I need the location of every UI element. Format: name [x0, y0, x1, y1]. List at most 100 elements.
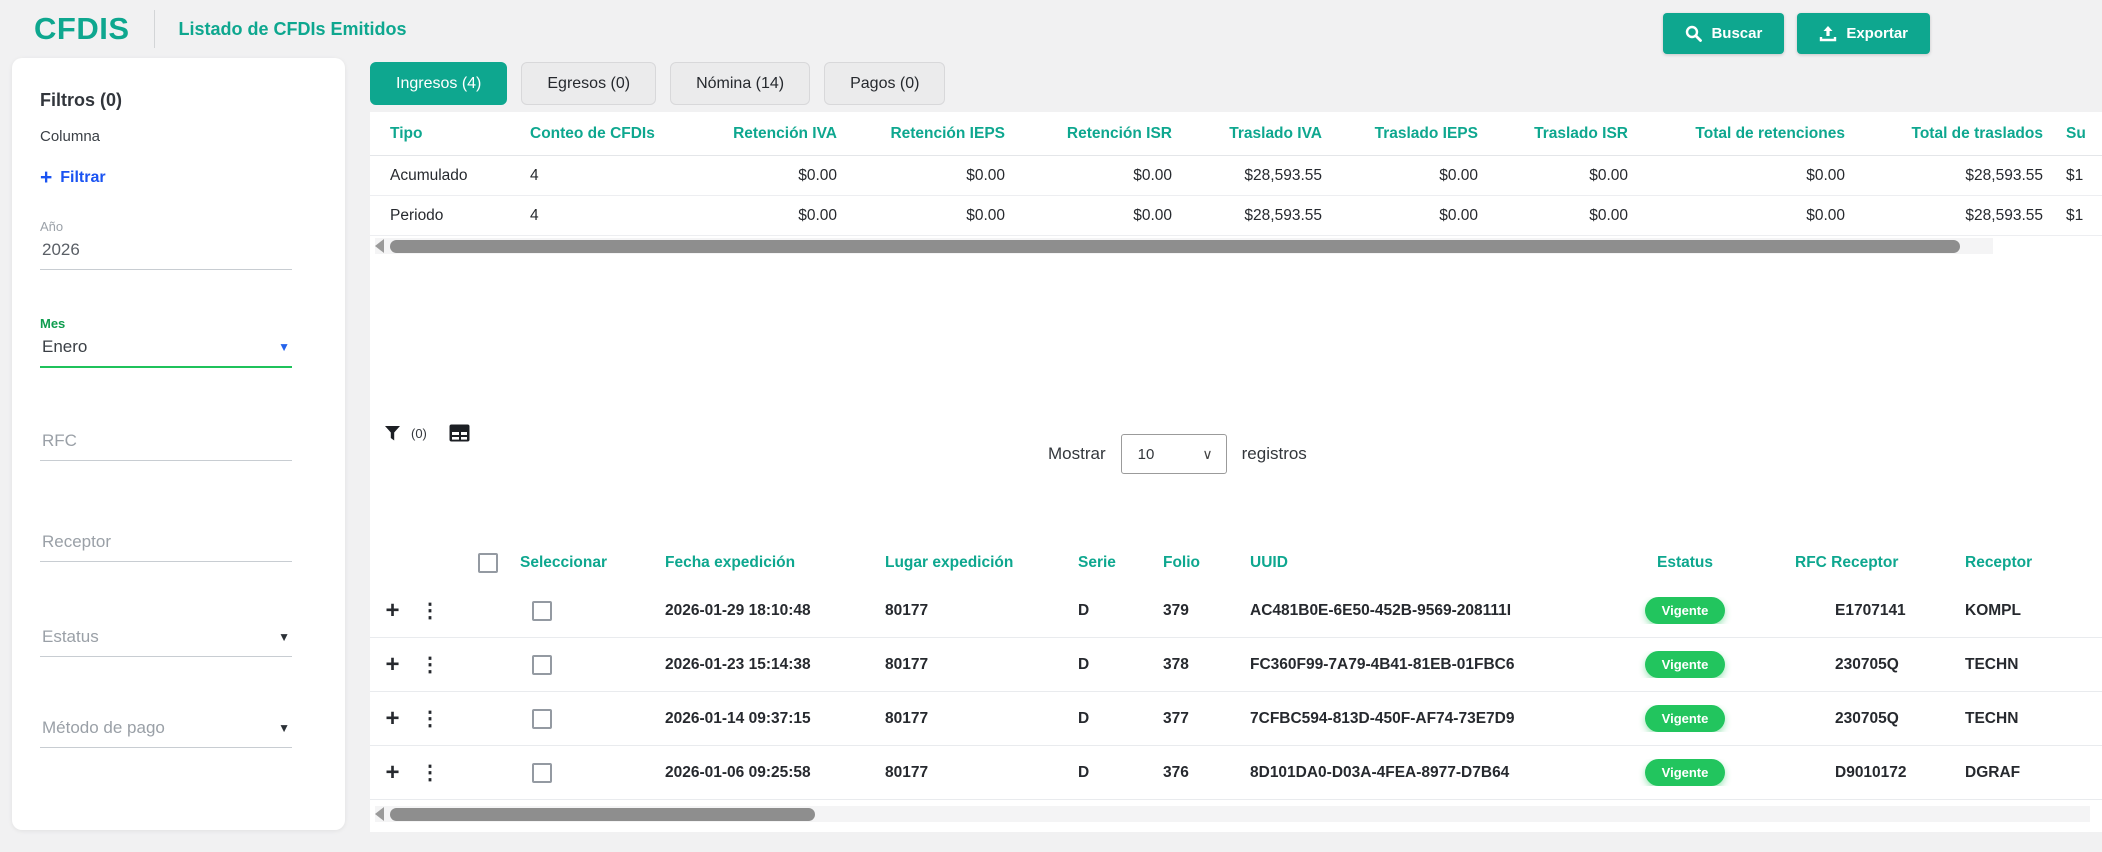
document-type-tabs: Ingresos (4) Egresos (0) Nómina (14) Pag… [370, 62, 946, 105]
row-checkbox[interactable] [532, 708, 552, 729]
expand-row-icon[interactable]: + [385, 654, 400, 675]
status-badge: Vigente [1644, 651, 1726, 678]
summary-col-total-ret: Total de retenciones [1695, 124, 1845, 142]
scroll-left-arrow-icon[interactable] [375, 239, 384, 253]
page-size-select[interactable]: 10 ∨ [1120, 434, 1227, 474]
caret-down-icon[interactable]: ▼ [278, 630, 290, 644]
anio-value[interactable]: 2026 [42, 240, 80, 259]
cell-folio: 376 [1163, 763, 1189, 781]
cell-folio: 378 [1163, 655, 1189, 673]
cell-serie: D [1078, 763, 1090, 781]
caret-down-icon[interactable]: ▼ [278, 721, 290, 735]
summary-horizontal-scrollbar[interactable] [375, 238, 1993, 254]
estatus-field[interactable]: Estatus ▼ [40, 624, 292, 657]
cell-receptor: DGRAF [1965, 763, 2021, 781]
filtrar-label: Filtrar [60, 169, 106, 186]
table-tools: (0) [384, 424, 470, 442]
cell-uuid: 7CFBC594-813D-450F-AF74-73E7D9 [1250, 709, 1515, 727]
estatus-select[interactable]: Estatus [42, 627, 99, 646]
rfc-input[interactable]: RFC [42, 431, 77, 450]
row-menu-icon[interactable]: ⋮ [420, 708, 440, 730]
receptor-field[interactable]: Receptor [40, 529, 292, 562]
cell-serie: D [1078, 655, 1090, 673]
cell-tras-isr: $0.00 [1589, 166, 1628, 184]
receptor-input[interactable]: Receptor [42, 532, 111, 551]
topbar-actions: Buscar Exportar [1663, 13, 1930, 54]
cell-uuid: FC360F99-7A79-4B41-81EB-01FBC6 [1250, 655, 1515, 673]
cell-total-ret: $0.00 [1806, 206, 1845, 224]
mes-field[interactable]: Mes Enero ▼ [40, 316, 292, 368]
buscar-button[interactable]: Buscar [1663, 13, 1785, 54]
row-checkbox[interactable] [532, 600, 552, 621]
row-menu-icon[interactable]: ⋮ [420, 654, 440, 676]
cell-serie: D [1078, 709, 1090, 727]
table-horizontal-scrollbar[interactable] [375, 806, 2090, 822]
expand-row-icon[interactable]: + [385, 600, 400, 621]
table-row: + ⋮ 2026-01-14 09:37:15 80177 D 377 7CFB… [370, 692, 2102, 746]
expand-row-icon[interactable]: + [385, 708, 400, 729]
cell-rfc-receptor: E1707141 [1835, 601, 1906, 619]
page-size-value: 10 [1137, 445, 1155, 463]
expand-row-icon[interactable]: + [385, 762, 400, 783]
cell-receptor: TECHN [1965, 709, 2019, 727]
caret-down-icon[interactable]: ▼ [278, 340, 290, 354]
row-checkbox[interactable] [532, 654, 552, 675]
row-checkbox[interactable] [532, 762, 552, 783]
scrollbar-thumb[interactable] [390, 239, 1960, 253]
summary-col-conteo: Conteo de CFDIs [530, 124, 655, 142]
table-body: + ⋮ 2026-01-29 18:10:48 80177 D 379 AC48… [370, 584, 2102, 800]
row-menu-icon[interactable]: ⋮ [420, 600, 440, 622]
select-all-checkbox[interactable] [478, 553, 498, 573]
col-serie: Serie [1078, 554, 1116, 571]
add-filter-link[interactable]: + Filtrar [40, 166, 317, 189]
tab-nomina[interactable]: Nómina (14) [670, 62, 811, 105]
scrollbar-thumb[interactable] [390, 807, 815, 821]
anio-field[interactable]: Año 2026 [40, 219, 292, 270]
status-badge: Vigente [1644, 759, 1726, 786]
cell-ret-ieps: $0.00 [966, 166, 1005, 184]
cell-fecha: 2026-01-06 09:25:58 [665, 763, 811, 781]
cell-subtotal: $1 [2066, 166, 2084, 184]
cell-conteo: 4 [530, 206, 539, 224]
cell-serie: D [1078, 601, 1090, 619]
row-menu-icon[interactable]: ⋮ [420, 762, 440, 784]
cell-lugar: 80177 [885, 655, 929, 673]
plus-icon: + [40, 166, 53, 189]
page-title: Listado de CFDIs Emitidos [178, 18, 407, 39]
filter-funnel-icon[interactable] [384, 425, 401, 442]
tab-ingresos[interactable]: Ingresos (4) [370, 62, 508, 105]
summary-row-acumulado: Acumulado 4 $0.00 $0.00 $0.00 $28,593.55… [370, 156, 2102, 196]
table-columns-icon[interactable] [449, 424, 470, 442]
cell-ret-ieps: $0.00 [966, 206, 1005, 224]
cell-tipo: Acumulado [390, 166, 468, 184]
cell-folio: 379 [1163, 601, 1189, 619]
col-seleccionar: Seleccionar [520, 554, 608, 571]
metodo-pago-field[interactable]: Método de pago ▼ [40, 715, 292, 748]
col-lugar-expedicion: Lugar expedición [885, 554, 1014, 571]
anio-label: Año [40, 219, 64, 234]
cell-rfc-receptor: 230705Q [1835, 655, 1899, 673]
cell-rfc-receptor: D9010172 [1835, 763, 1907, 781]
cell-total-tras: $28,593.55 [1965, 206, 2043, 224]
exportar-button[interactable]: Exportar [1797, 13, 1930, 54]
mes-value[interactable]: Enero [42, 337, 88, 356]
cell-fecha: 2026-01-14 09:37:15 [665, 709, 811, 727]
cell-ret-iva: $0.00 [798, 206, 837, 224]
scroll-left-arrow-icon[interactable] [375, 807, 384, 821]
rfc-field[interactable]: RFC [40, 428, 292, 461]
summary-col-tipo: Tipo [390, 124, 423, 142]
summary-col-tras-ieps: Traslado IEPS [1374, 124, 1478, 142]
cell-receptor: KOMPL [1965, 601, 2021, 619]
metodo-pago-select[interactable]: Método de pago [42, 718, 165, 737]
summary-header-row: Tipo Conteo de CFDIs Retención IVA Reten… [370, 112, 2102, 156]
buscar-label: Buscar [1711, 25, 1763, 42]
tab-pagos[interactable]: Pagos (0) [824, 62, 946, 105]
filter-count: (0) [411, 425, 427, 441]
table-row: + ⋮ 2026-01-06 09:25:58 80177 D 376 8D10… [370, 746, 2102, 800]
tab-egresos[interactable]: Egresos (0) [521, 62, 657, 105]
mes-label: Mes [40, 316, 66, 331]
cell-tras-ieps: $0.00 [1439, 166, 1478, 184]
page-size-controls: Mostrar 10 ∨ registros [1048, 434, 1307, 474]
cell-total-tras: $28,593.55 [1965, 166, 2043, 184]
filters-panel: Filtros (0) Columna + Filtrar Año 2026 M… [12, 58, 345, 830]
